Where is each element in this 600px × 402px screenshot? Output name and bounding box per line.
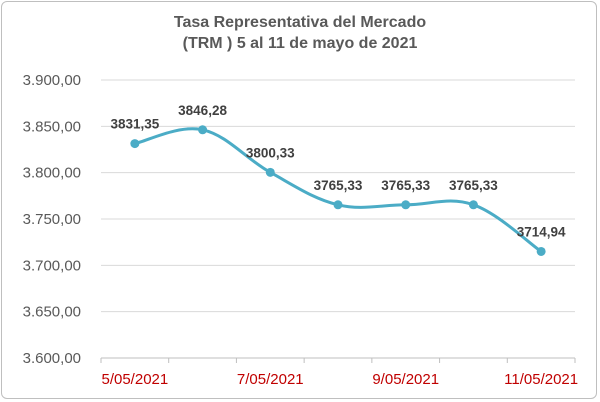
data-point [468,200,478,210]
axes [100,357,576,363]
y-axis-tick-labels: 3.600,00 3.650,00 3.700,00 3.750,00 3.800,00… [23,72,81,367]
data-label: 3765,33 [449,178,498,193]
series [130,125,546,256]
y-tick-label: 3.600,00 [23,350,81,367]
chart-subtitle: (TRM ) 5 al 11 de mayo de 2021 [182,35,418,52]
data-point [130,139,140,149]
data-label: 3714,94 [517,224,566,239]
y-tick-label: 3.850,00 [23,118,81,135]
data-point [265,167,275,177]
x-axis-tick-labels: 5/05/2021 7/05/2021 9/05/2021 11/05/2021 [101,371,578,388]
y-tick-label: 3.650,00 [23,304,81,321]
y-tick-label: 3.750,00 [23,211,81,228]
y-tick-label: 3.800,00 [23,165,81,182]
data-labels: 3831,35 3846,28 3800,33 3765,33 3765,33 3765,… [110,103,566,240]
x-tick-label: 9/05/2021 [372,371,439,388]
data-point [536,246,546,256]
data-label: 3831,35 [110,117,159,132]
x-tick-label: 7/05/2021 [237,371,304,388]
x-tick-label: 5/05/2021 [101,371,168,388]
data-label: 3800,33 [246,145,295,160]
y-tick-label: 3.700,00 [23,257,81,274]
y-tick-label: 3.900,00 [23,72,81,89]
chart-title: Tasa Representativa del Mercado [173,14,427,31]
data-point [333,200,343,210]
data-label: 3846,28 [178,103,227,118]
data-label: 3765,33 [314,178,363,193]
x-tick-label: 11/05/2021 [504,371,578,388]
data-label: 3765,33 [381,178,430,193]
gridlines [101,79,575,313]
data-point [198,125,208,135]
data-point [401,200,411,210]
